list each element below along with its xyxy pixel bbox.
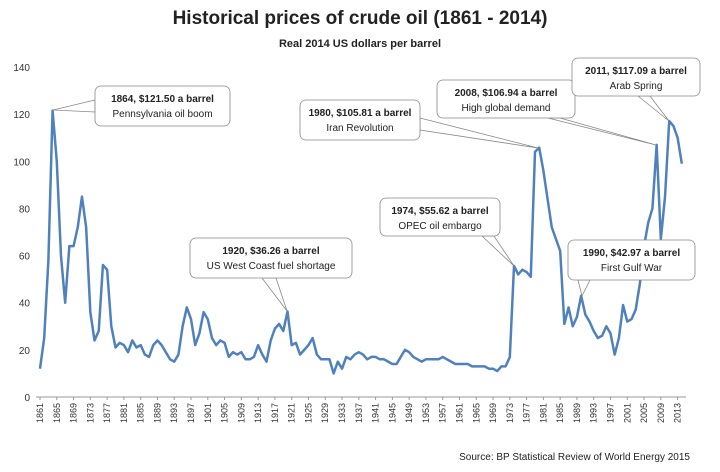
source-note: Source: BP Statistical Review of World E… [459,452,690,463]
annotation-title: 1980, $105.81 a barrel [309,108,412,119]
x-tick-label: 1957 [438,403,448,423]
x-tick-label: 1993 [589,403,599,423]
x-tick-label: 1929 [320,403,330,423]
x-tick-label: 1921 [287,403,297,423]
annotation-note: Pennsylvania oil boom [112,109,212,120]
x-tick-label: 2001 [622,403,632,423]
y-tick-label: 120 [13,110,30,121]
callout-box [571,57,701,97]
callout-box [94,85,231,127]
x-tick-label: 1865 [52,403,62,423]
x-tick-label: 1893 [169,403,179,423]
x-tick-label: 1949 [404,403,414,423]
y-tick-label: 80 [19,204,31,215]
x-tick-label: 1953 [421,403,431,423]
annotation-title: 1974, $55.62 a barrel [391,206,489,217]
chart-title: Historical prices of crude oil (1861 - 2… [173,8,548,29]
x-tick-label: 1925 [303,403,313,423]
callout-box [189,237,353,279]
x-tick-label: 1873 [85,403,95,423]
x-tick-label: 1901 [203,403,213,423]
x-tick-label: 1881 [119,403,129,423]
x-tick-label: 1985 [555,403,565,423]
x-tick-label: 1977 [522,403,532,423]
x-tick-label: 1917 [270,403,280,423]
x-tick-label: 2005 [639,403,649,423]
x-tick-label: 2009 [656,403,666,423]
annotation-title: 1864, $121.50 a barrel [111,94,214,105]
chart-subtitle: Real 2014 US dollars per barrel [279,38,441,50]
annotation-note: Arab Spring [610,81,663,92]
x-tick-label: 1933 [337,403,347,423]
annotation-title: 1990, $42.97 a barrel [583,248,681,259]
annotation-note: OPEC oil embargo [398,221,482,232]
x-tick-label: 1889 [152,403,162,423]
annotation-note: Iran Revolution [326,123,393,134]
y-tick-label: 60 [19,252,31,263]
annotation-title: 1920, $36.26 a barrel [222,246,320,257]
x-tick-label: 1913 [253,403,263,423]
x-tick-label: 1969 [488,403,498,423]
x-tick-label: 1997 [605,403,615,423]
x-tick-label: 1961 [454,403,464,423]
x-tick-label: 1905 [220,403,230,423]
annotation-note: First Gulf War [601,263,663,274]
x-tick-label: 1981 [538,403,548,423]
x-tick-label: 1973 [505,403,515,423]
x-tick-label: 1861 [35,403,45,423]
x-tick-label: 1869 [69,403,79,423]
y-tick-label: 140 [13,63,30,74]
x-tick-label: 1945 [387,403,397,423]
x-tick-label: 1989 [572,403,582,423]
callout-box [436,79,576,119]
annotation-note: US West Coast fuel shortage [207,261,336,272]
x-tick-label: 1937 [354,403,364,423]
callout-box [379,197,501,237]
y-tick-label: 20 [19,346,31,357]
x-tick-label: 1897 [186,403,196,423]
x-tick-label: 1909 [236,403,246,423]
y-tick-label: 100 [13,157,30,168]
y-tick-label: 40 [19,299,31,310]
callout-box [567,239,696,281]
annotation-note: High global demand [462,103,551,114]
y-tick-label: 0 [24,393,30,404]
x-tick-label: 1965 [471,403,481,423]
callout-box [299,99,421,141]
price-line [38,109,684,375]
x-tick-label: 1877 [102,403,112,423]
annotation-title: 2011, $117.09 a barrel [585,66,687,77]
x-tick-label: 1941 [371,403,381,423]
x-tick-label: 1885 [136,403,146,423]
annotation-title: 2008, $106.94 a barrel [455,88,558,99]
x-tick-label: 2013 [673,403,683,423]
